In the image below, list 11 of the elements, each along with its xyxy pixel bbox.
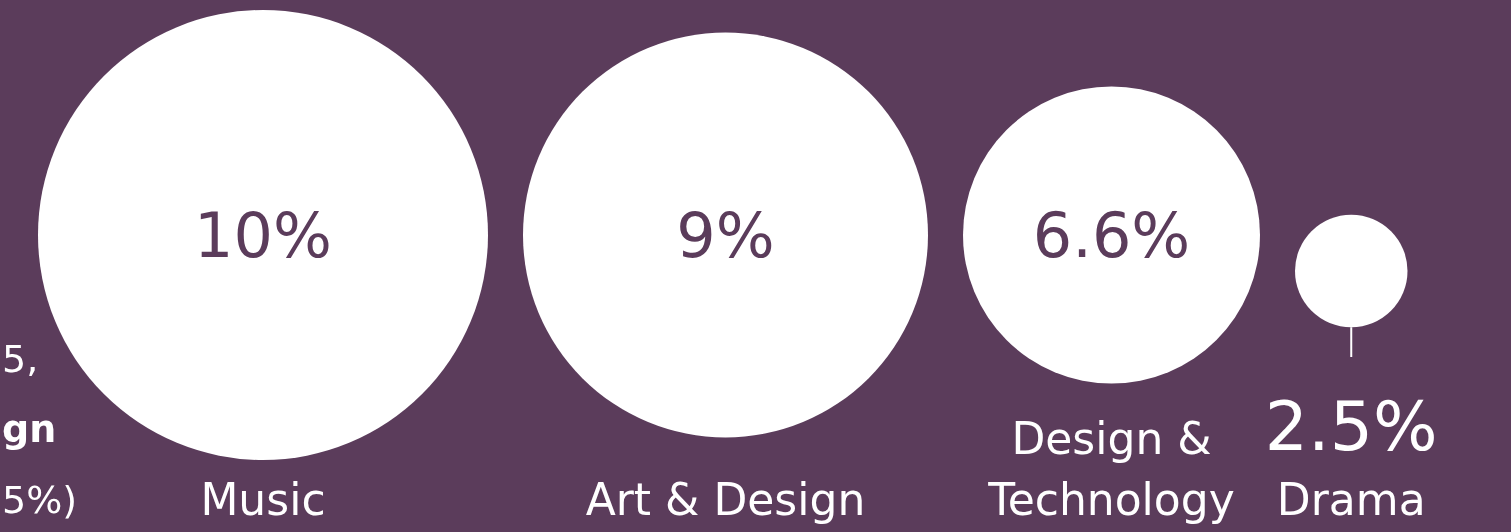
category-label: Music [200, 474, 326, 525]
category-label: Design & Technology [987, 413, 1235, 525]
data-label: 9% [676, 199, 775, 272]
data-label: 10% [194, 199, 332, 272]
text: gn [2, 407, 57, 451]
data-label: 6.6% [1032, 199, 1191, 272]
category-label: Art & Design [585, 474, 866, 525]
data-label: 2.5% [1264, 387, 1438, 466]
text: 5, [2, 337, 39, 381]
text: 5%) [2, 478, 78, 522]
category-label: Drama [1276, 474, 1426, 525]
